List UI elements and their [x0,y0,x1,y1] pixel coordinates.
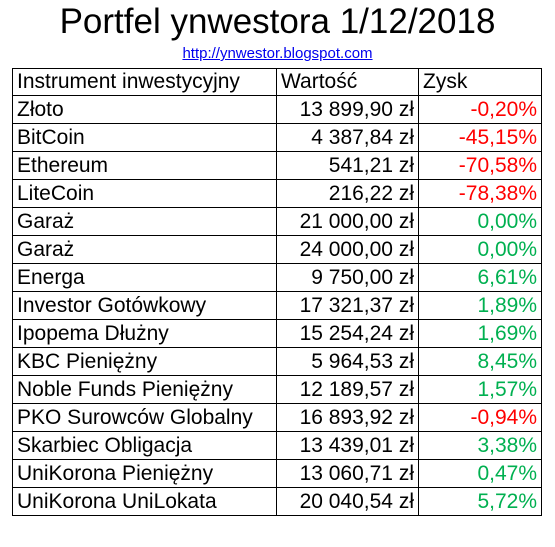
instrument-name-cell: Złoto [12,95,277,124]
table-row: Energa 9 750,00 zł 6,61% [12,263,542,292]
table-row: UniKorona UniLokata 20 040,54 zł 5,72% [12,487,542,516]
profit-cell: -45,15% [418,123,542,152]
header-instrument: Instrument inwestycyjny [12,68,277,96]
profit-cell: 1,89% [418,291,542,320]
value-cell: 4 387,84 zł [276,123,419,152]
value-cell: 21 000,00 zł [276,207,419,236]
value-cell: 13 439,01 zł [276,431,419,460]
table-header-row: Instrument inwestycyjny Wartość Zysk [12,68,542,96]
instrument-name-cell: Skarbiec Obligacja [12,431,277,460]
instrument-name-cell: Noble Funds Pieniężny [12,375,277,404]
header-value: Wartość [276,68,419,96]
value-cell: 20 040,54 zł [276,487,419,516]
blog-link[interactable]: http://ynwestor.blogspot.com [182,45,373,62]
value-cell: 5 964,53 zł [276,347,419,376]
instrument-name-cell: Energa [12,263,277,292]
instrument-name-cell: PKO Surowców Globalny [12,403,277,432]
profit-cell: 1,69% [418,319,542,348]
instrument-name-cell: UniKorona UniLokata [12,487,277,516]
value-cell: 9 750,00 zł [276,263,419,292]
value-cell: 16 893,92 zł [276,403,419,432]
table-row: Noble Funds Pieniężny 12 189,57 zł 1,57% [12,375,542,404]
table-row: PKO Surowców Globalny 16 893,92 zł -0,94% [12,403,542,432]
profit-cell: 6,61% [418,263,542,292]
value-cell: 216,22 zł [276,179,419,208]
table-row: Ethereum 541,21 zł -70,58% [12,151,542,180]
header-profit: Zysk [418,68,542,96]
value-cell: 13 060,71 zł [276,459,419,488]
table-row: Garaż 24 000,00 zł 0,00% [12,235,542,264]
value-cell: 12 189,57 zł [276,375,419,404]
profit-cell: 5,72% [418,487,542,516]
instrument-name-cell: BitCoin [12,123,277,152]
value-cell: 24 000,00 zł [276,235,419,264]
profit-cell: -0,20% [418,95,542,124]
table-row: UniKorona Pieniężny 13 060,71 zł 0,47% [12,459,542,488]
table-row: Skarbiec Obligacja 13 439,01 zł 3,38% [12,431,542,460]
page-title: Portfel ynwestora 1/12/2018 [59,2,496,41]
instrument-name-cell: Garaż [12,235,277,264]
value-cell: 541,21 zł [276,151,419,180]
table-row: Garaż 21 000,00 zł 0,00% [12,207,542,236]
portfolio-table: Instrument inwestycyjny Wartość Zysk Zło… [12,68,542,516]
value-cell: 17 321,37 zł [276,291,419,320]
profit-cell: 0,00% [418,207,542,236]
instrument-name-cell: Garaż [12,207,277,236]
table-row: KBC Pieniężny 5 964,53 zł 8,45% [12,347,542,376]
table-row: BitCoin 4 387,84 zł -45,15% [12,123,542,152]
value-cell: 13 899,90 zł [276,95,419,124]
instrument-name-cell: UniKorona Pieniężny [12,459,277,488]
table-row: LiteCoin 216,22 zł -78,38% [12,179,542,208]
instrument-name-cell: LiteCoin [12,179,277,208]
instrument-name-cell: Ipopema Dłużny [12,319,277,348]
table-row: Investor Gotówkowy 17 321,37 zł 1,89% [12,291,542,320]
profit-cell: 3,38% [418,431,542,460]
profit-cell: 0,00% [418,235,542,264]
profit-cell: -70,58% [418,151,542,180]
profit-cell: 1,57% [418,375,542,404]
profit-cell: -0,94% [418,403,542,432]
instrument-name-cell: KBC Pieniężny [12,347,277,376]
instrument-name-cell: Ethereum [12,151,277,180]
table-row: Ipopema Dłużny 15 254,24 zł 1,69% [12,319,542,348]
instrument-name-cell: Investor Gotówkowy [12,291,277,320]
value-cell: 15 254,24 zł [276,319,419,348]
profit-cell: -78,38% [418,179,542,208]
profit-cell: 0,47% [418,459,542,488]
profit-cell: 8,45% [418,347,542,376]
table-row: Złoto 13 899,90 zł -0,20% [12,95,542,124]
